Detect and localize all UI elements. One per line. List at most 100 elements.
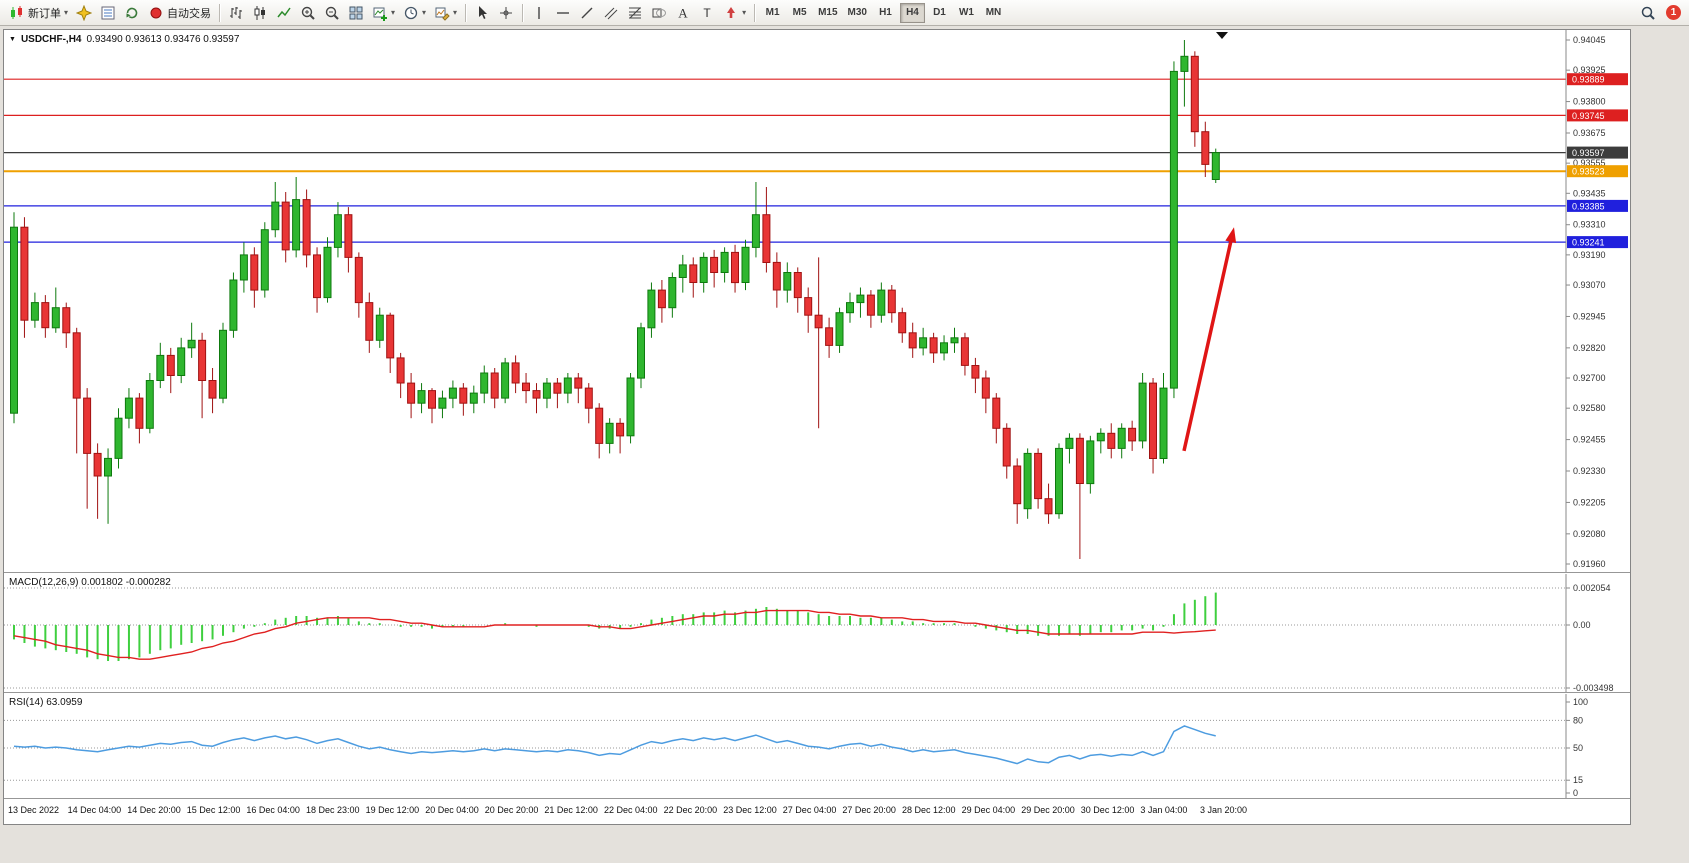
panel-separator[interactable]: [4, 572, 1630, 574]
price-tick-label: 0.93435: [1573, 188, 1606, 198]
price-tick-label: 0.93675: [1573, 128, 1606, 138]
new-order-button[interactable]: 新订单 ▾: [5, 2, 72, 24]
candle-chart-mode-button[interactable]: [248, 2, 272, 24]
timeframe-w1-button[interactable]: W1: [958, 7, 974, 18]
price-tag-label: 0.93597: [1572, 148, 1605, 158]
toolbar-separator: [522, 3, 524, 22]
dropdown-arrow-icon[interactable]: ▾: [391, 7, 396, 17]
zoom-in-button[interactable]: [296, 2, 320, 24]
macd-panel[interactable]: 0.002054 0.00 -0.003498 MACD(12,26,9) 0.00…: [4, 574, 1630, 692]
time-tick-label: 16 Dec 04:00: [246, 805, 300, 815]
templates-button[interactable]: ▾: [430, 2, 461, 24]
timeframe-h4-button[interactable]: H4: [899, 2, 925, 23]
trendline-button[interactable]: [575, 2, 599, 24]
price-tick-label: 0.92580: [1573, 403, 1606, 413]
text-label-button[interactable]: T: [695, 2, 719, 24]
bar-chart-mode-button[interactable]: [224, 2, 248, 24]
candle: [83, 397, 92, 454]
candle: [375, 314, 384, 341]
candle: [1190, 55, 1199, 133]
vertical-line-button[interactable]: [527, 2, 551, 24]
symbol-readout: ▼ USDCHF-,H4 0.93490 0.93613 0.93476 0.9…: [9, 34, 239, 45]
arrows-button[interactable]: ▾: [719, 2, 750, 24]
new-order-label: 新订单: [28, 7, 61, 20]
price-tick-label: 0.93070: [1573, 280, 1606, 290]
line-chart-mode-button[interactable]: [272, 2, 296, 24]
one-click-trading-arrow-icon[interactable]: ▼: [9, 35, 16, 43]
macd-canvas[interactable]: 0.002054 0.00 -0.003498: [4, 574, 1630, 692]
candle: [41, 302, 50, 329]
candle: [940, 342, 948, 354]
candle: [1065, 437, 1074, 449]
candle: [1075, 437, 1084, 484]
candle: [741, 246, 750, 284]
shapes-button[interactable]: [647, 2, 671, 24]
time-tick-label: 14 Dec 04:00: [67, 805, 122, 815]
price-chart-panel[interactable]: 0.94045 0.93925 0.93800 0.93675 0.93555 0.934…: [4, 30, 1630, 572]
trend-arrow-head[interactable]: [1225, 227, 1237, 244]
candle: [313, 254, 321, 299]
cursor-button[interactable]: [470, 2, 494, 24]
dropdown-arrow-icon[interactable]: ▾: [453, 7, 458, 17]
chart-shift-marker-icon[interactable]: [1216, 32, 1228, 39]
macd-tick-label: 0.002054: [1573, 583, 1611, 593]
price-tick-label: 0.92820: [1573, 343, 1606, 353]
refresh-button[interactable]: [120, 2, 144, 24]
horizontal-line-button[interactable]: [551, 2, 575, 24]
candle: [542, 382, 551, 399]
candle: [574, 377, 583, 389]
candle: [511, 362, 520, 384]
dropdown-arrow-icon[interactable]: ▾: [742, 7, 747, 17]
toolbar-separator: [754, 3, 756, 22]
dropdown-arrow-icon[interactable]: ▾: [422, 7, 427, 17]
timeframe-m30-button[interactable]: M30: [847, 7, 867, 18]
candle: [386, 314, 395, 359]
candle: [637, 327, 645, 379]
time-tick-label: 14 Dec 20:00: [127, 805, 181, 815]
timeframe-m1-button[interactable]: M1: [765, 7, 780, 18]
candle: [678, 264, 687, 278]
auto-trading-button[interactable]: 自动交易: [144, 2, 215, 24]
timeframe-m15-button[interactable]: M15: [818, 7, 838, 18]
timeframe-h1-button[interactable]: H1: [879, 7, 892, 18]
new-chart-button[interactable]: ▾: [368, 2, 399, 24]
channel-button[interactable]: [599, 2, 623, 24]
timeframe-d1-button[interactable]: D1: [933, 7, 946, 18]
periods-button[interactable]: ▾: [399, 2, 430, 24]
candle: [10, 226, 18, 414]
notification-badge[interactable]: 1: [1666, 5, 1681, 20]
trend-arrow-line[interactable]: [1182, 241, 1233, 452]
tile-windows-button[interactable]: [344, 2, 368, 24]
candle: [710, 256, 719, 273]
candle: [365, 302, 374, 341]
price-tick-label: 0.94045: [1573, 35, 1606, 45]
candle: [407, 382, 416, 404]
dropdown-arrow-icon[interactable]: ▾: [64, 7, 69, 17]
candle: [668, 277, 677, 309]
panel-separator: [4, 798, 1630, 800]
candle: [292, 199, 301, 251]
timeframe-m5-button[interactable]: M5: [792, 7, 807, 18]
time-tick-label: 20 Dec 04:00: [425, 805, 479, 815]
refresh-icon: [126, 7, 138, 18]
text-button[interactable]: A: [671, 2, 695, 24]
zoom-out-button[interactable]: [320, 2, 344, 24]
timeframe-mn-button[interactable]: MN: [985, 7, 1002, 18]
market-watch-button[interactable]: [96, 2, 120, 24]
fibonacci-button[interactable]: [623, 2, 647, 24]
panel-separator[interactable]: [4, 692, 1630, 694]
price-chart-canvas[interactable]: 0.94045 0.93925 0.93800 0.93675 0.93555 0.934…: [4, 30, 1630, 572]
candle: [1107, 432, 1116, 449]
macd-tick-label: 0.00: [1573, 620, 1591, 630]
svg-text:T: T: [703, 6, 711, 20]
candle: [93, 452, 102, 477]
rsi-panel[interactable]: 100 80 50 15 0 RSI(14) 63.0959: [4, 694, 1630, 798]
toolbar-separator: [219, 3, 221, 22]
candle: [62, 307, 71, 334]
candle: [250, 254, 259, 291]
search-button[interactable]: [1636, 2, 1660, 24]
crosshair-button[interactable]: [494, 2, 518, 24]
rsi-canvas[interactable]: 100 80 50 15 0: [4, 694, 1630, 798]
candle: [271, 201, 280, 231]
navigator-button[interactable]: [72, 2, 96, 24]
